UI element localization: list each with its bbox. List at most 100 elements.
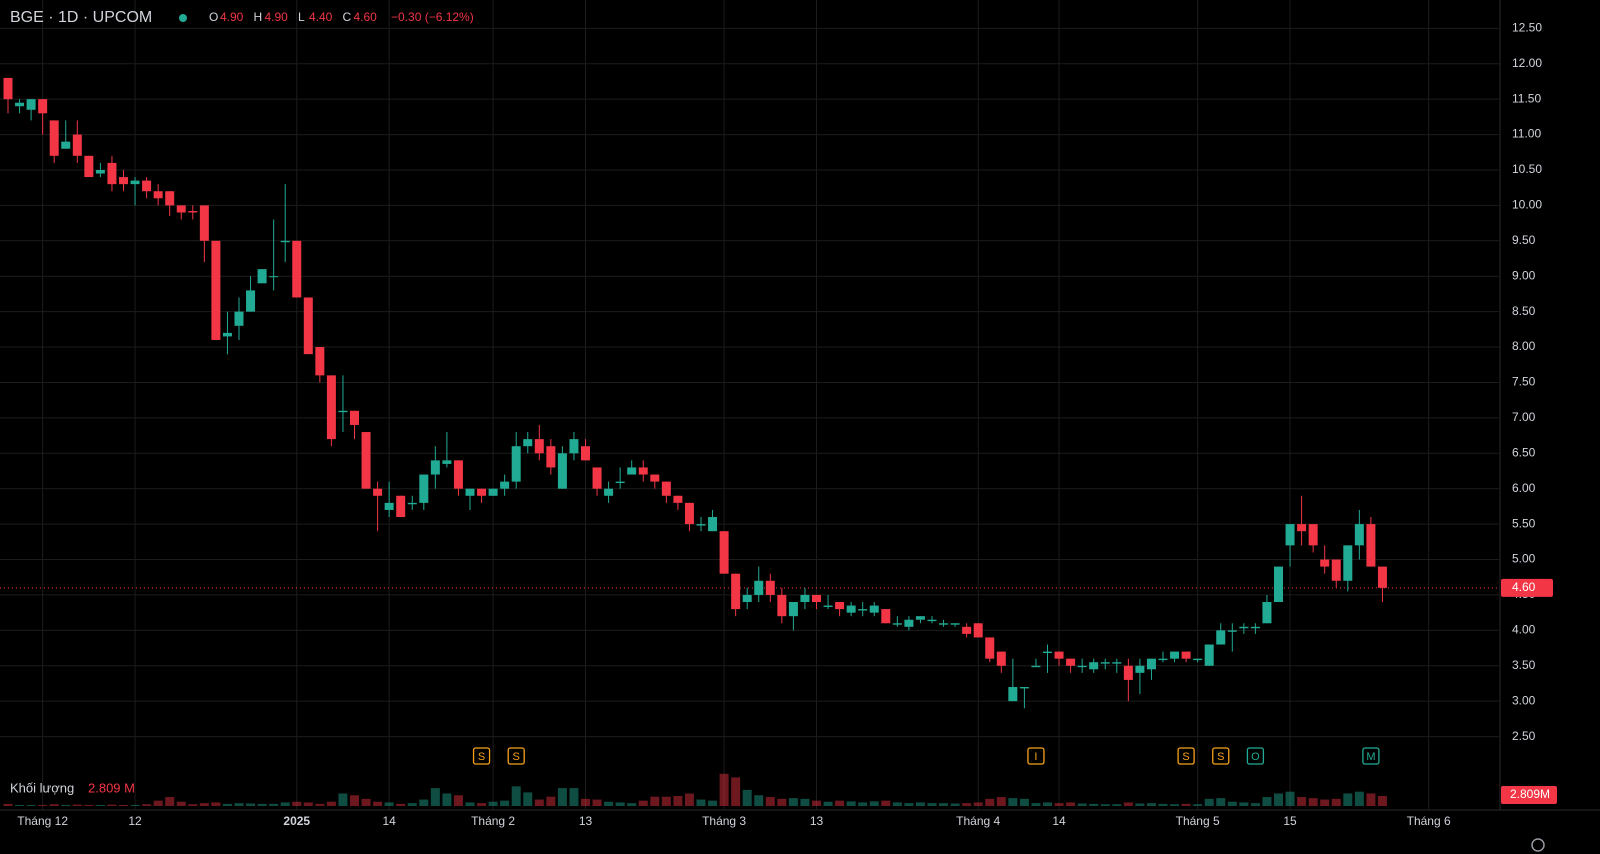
candle-body: [72, 134, 82, 156]
volume-bar: [788, 798, 798, 806]
volume-badge-label: 2.809M: [1510, 787, 1550, 801]
x-tick-label: 2025: [283, 814, 310, 828]
volume-bar: [1123, 802, 1133, 806]
x-tick-label: Tháng 6: [1407, 814, 1451, 828]
volume-bar: [1343, 793, 1353, 806]
ohlc-value: 4.90: [220, 10, 244, 24]
candle-body: [165, 191, 175, 206]
volume-bar: [303, 802, 313, 806]
volume-bar: [650, 796, 660, 806]
candle-body: [904, 619, 914, 627]
candle-body: [107, 162, 117, 185]
volume-bar: [684, 793, 694, 806]
y-tick-label: 12.50: [1512, 21, 1542, 35]
volume-bar: [557, 788, 567, 806]
x-tick-label: 14: [1052, 814, 1066, 828]
candle-body: [269, 276, 279, 278]
y-tick-label: 5.00: [1512, 552, 1536, 566]
candle-body: [638, 467, 648, 475]
volume-bar: [95, 804, 105, 806]
y-tick-label: 3.50: [1512, 658, 1536, 672]
candle-body: [188, 211, 198, 213]
event-label: O: [1251, 751, 1260, 763]
event-label: M: [1366, 751, 1375, 763]
candle-body: [153, 191, 163, 199]
volume-bar: [1089, 803, 1099, 806]
candle-body: [1331, 559, 1341, 581]
volume-bar: [1366, 793, 1376, 806]
candle-body: [1274, 566, 1283, 603]
volume-bar: [581, 798, 590, 806]
candle-body: [384, 502, 394, 510]
volume-bar: [373, 801, 383, 806]
candle-body: [754, 580, 764, 595]
x-tick-label: 12: [128, 814, 142, 828]
candle-body: [858, 609, 868, 611]
candle-body: [1170, 651, 1180, 659]
candle-body: [962, 626, 972, 634]
candle-body: [222, 332, 232, 337]
candle-body: [1377, 566, 1387, 588]
volume-bar: [188, 804, 198, 806]
candle-body: [650, 474, 660, 482]
last-price-label: 4.60: [1512, 580, 1536, 594]
volume-bar: [696, 799, 706, 806]
settings-icon[interactable]: [1531, 838, 1545, 852]
candle-body: [1204, 644, 1214, 666]
candle-body: [234, 311, 244, 326]
grid: [0, 0, 1500, 810]
volume-bar: [38, 804, 48, 806]
candle-body: [684, 502, 694, 525]
y-tick-label: 4.00: [1512, 623, 1536, 637]
volume-bar: [61, 804, 71, 806]
volume-bar: [1158, 803, 1168, 806]
candle-body: [396, 495, 406, 518]
candle-body: [119, 177, 128, 185]
candle-body: [1308, 524, 1318, 546]
y-tick-label: 5.50: [1512, 516, 1536, 530]
y-tick-label: 6.00: [1512, 481, 1536, 495]
volume-bar: [1262, 797, 1272, 806]
volume-bar: [592, 799, 602, 806]
volume-bar: [1112, 804, 1122, 806]
volume-bar: [719, 773, 729, 806]
y-tick-label: 7.00: [1512, 410, 1536, 424]
volume-bar: [453, 795, 463, 806]
y-tick-label: 6.50: [1512, 445, 1536, 459]
event-marker: [1246, 747, 1265, 765]
volume-bar: [823, 801, 833, 806]
candle-body: [15, 102, 25, 107]
volume-bar: [107, 804, 117, 806]
volume-bar: [985, 798, 995, 806]
candle-body: [696, 524, 706, 526]
candle-body: [939, 623, 949, 625]
volume-bar: [430, 788, 440, 806]
volume-bar: [777, 798, 787, 806]
ohlc-label: H: [254, 10, 263, 24]
volume-bar: [222, 803, 232, 806]
candle-body: [1239, 626, 1249, 629]
volume-bar: [500, 800, 510, 806]
volume-bar: [1331, 798, 1341, 806]
volume-bar: [1250, 803, 1260, 806]
candle-body: [985, 637, 995, 659]
volume-bar: [119, 804, 128, 806]
candle-body: [765, 580, 775, 595]
ohlc-label: L: [298, 10, 305, 24]
candle-body: [546, 446, 556, 468]
volume-bar: [3, 803, 13, 806]
volume-bar: [442, 793, 452, 806]
x-tick-label: Tháng 4: [956, 814, 1000, 828]
candle-body: [199, 205, 209, 241]
candle-body: [1227, 630, 1237, 632]
candle-body: [973, 623, 983, 638]
volume-bar: [534, 799, 544, 806]
candle-body: [581, 446, 590, 461]
candle-body: [615, 481, 625, 484]
candle-body: [1285, 524, 1295, 546]
volume-bar: [1354, 791, 1364, 806]
candle-body: [373, 488, 383, 496]
candle-body: [800, 594, 810, 603]
candle-body: [61, 141, 71, 149]
candle-body: [350, 410, 359, 425]
